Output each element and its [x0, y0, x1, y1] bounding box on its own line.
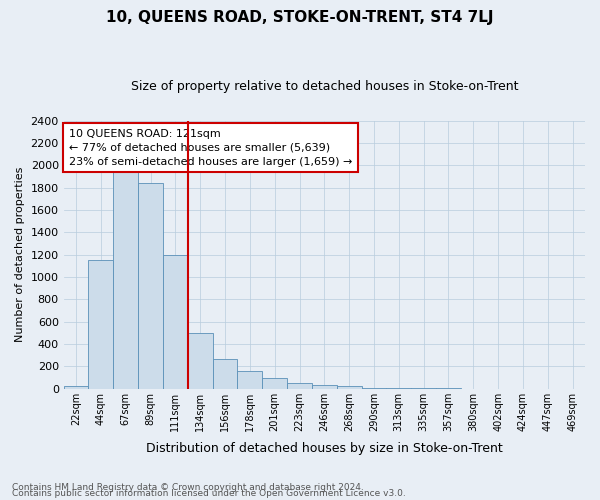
Bar — [138, 183, 163, 388]
Bar — [88, 260, 113, 388]
Text: 10, QUEENS ROAD, STOKE-ON-TRENT, ST4 7LJ: 10, QUEENS ROAD, STOKE-ON-TRENT, ST4 7LJ — [106, 10, 494, 25]
Bar — [64, 386, 88, 388]
Bar — [312, 385, 337, 388]
Bar — [337, 386, 362, 388]
Bar — [113, 171, 138, 388]
Text: 10 QUEENS ROAD: 121sqm
← 77% of detached houses are smaller (5,639)
23% of semi-: 10 QUEENS ROAD: 121sqm ← 77% of detached… — [69, 128, 352, 166]
Bar — [262, 378, 287, 388]
Bar — [212, 358, 238, 388]
Text: Contains HM Land Registry data © Crown copyright and database right 2024.: Contains HM Land Registry data © Crown c… — [12, 483, 364, 492]
Bar — [163, 254, 188, 388]
Title: Size of property relative to detached houses in Stoke-on-Trent: Size of property relative to detached ho… — [131, 80, 518, 93]
Bar — [188, 333, 212, 388]
Text: Contains public sector information licensed under the Open Government Licence v3: Contains public sector information licen… — [12, 490, 406, 498]
Bar — [287, 383, 312, 388]
Bar — [238, 372, 262, 388]
X-axis label: Distribution of detached houses by size in Stoke-on-Trent: Distribution of detached houses by size … — [146, 442, 503, 455]
Y-axis label: Number of detached properties: Number of detached properties — [15, 167, 25, 342]
